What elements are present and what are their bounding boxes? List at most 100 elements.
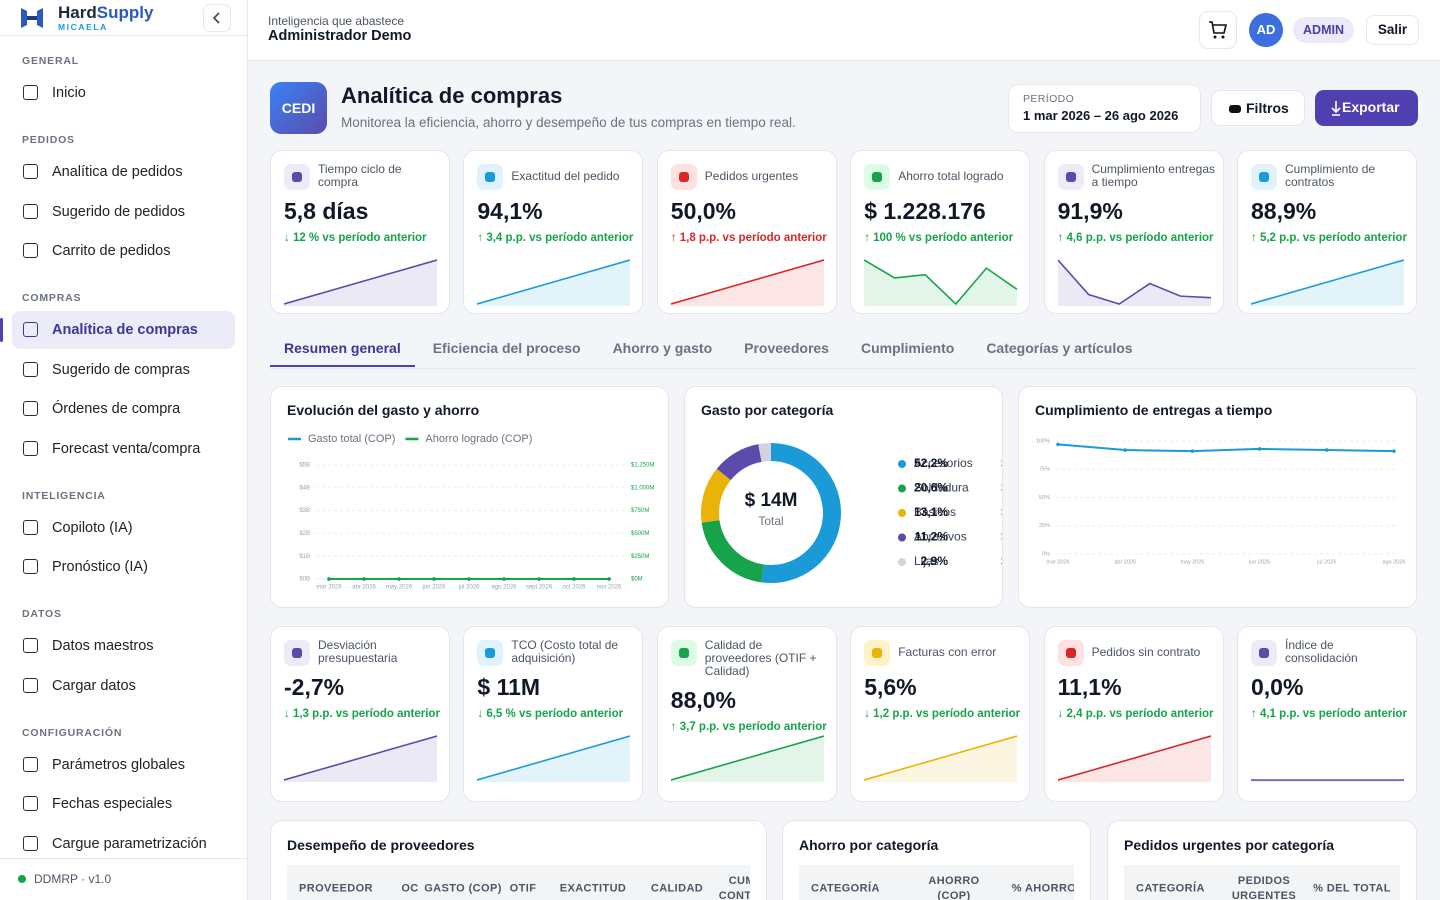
sparkline	[1057, 259, 1211, 306]
nav-item[interactable]: Pronóstico (IA)	[12, 548, 235, 586]
sparkline	[1251, 259, 1404, 306]
nav-label: Analítica de compras	[52, 322, 198, 338]
nav-item[interactable]: Datos maestros	[12, 627, 235, 665]
tab[interactable]: Cumplimiento	[860, 340, 955, 356]
kpi-delta: ↑ 4,1 p.p. vs período anterior	[1251, 708, 1407, 720]
kpi-icon	[477, 640, 504, 666]
y-tick-label: $2B	[299, 531, 310, 537]
export-button[interactable]: Exportar	[1315, 90, 1418, 126]
x-tick-label: nov 2026	[597, 585, 622, 591]
kpi-icon	[1057, 640, 1084, 666]
tab[interactable]: Resumen general	[270, 330, 415, 367]
series-point	[327, 577, 331, 581]
kpi-title: Exactitud del pedido	[511, 169, 620, 183]
y-tick-label: $0B	[299, 577, 310, 583]
column-header: CUMPL. CONTRATO	[718, 875, 750, 900]
x-tick-label: ago 2026	[491, 585, 517, 591]
brand-name: HardSupply	[58, 3, 153, 23]
kpi-card: Pedidos sin contrato 11,1% ↓ 2,4 p.p. vs p…	[1043, 626, 1224, 802]
sparkline-line	[284, 259, 437, 305]
nav-icon	[23, 638, 38, 653]
nav-item[interactable]: Fechas especiales	[12, 785, 235, 823]
sparkline-line	[284, 735, 437, 781]
series-point	[467, 577, 471, 581]
tab[interactable]: Proveedores	[744, 340, 829, 356]
role-badge: ADMIN	[1293, 17, 1354, 43]
donut-segment	[716, 444, 762, 481]
legend-label: Lijas	[914, 554, 939, 568]
nav-label: Sugerido de pedidos	[52, 203, 186, 220]
nav-item[interactable]: Copiloto (IA)	[12, 509, 235, 547]
kpi-value: -2,7%	[284, 674, 345, 700]
kpi-title: Pedidos urgentes	[704, 169, 799, 183]
y2-tick-label: $250M	[631, 554, 649, 560]
nav-item[interactable]: Inicio	[12, 74, 235, 112]
tab[interactable]: Categorías y artículos	[986, 340, 1133, 356]
sparkline-area	[864, 260, 1018, 306]
nav-item[interactable]: Analítica de pedidos	[12, 153, 235, 191]
nav-label: Carrito de pedidos	[52, 243, 171, 259]
y2-tick-label: $500M	[631, 531, 649, 537]
sparkline-line	[670, 735, 824, 781]
kpi-value: 91,9%	[1057, 198, 1123, 224]
logout-button[interactable]: Salir	[1366, 15, 1419, 45]
nav-item[interactable]: Órdenes de compra	[12, 390, 235, 428]
period-picker[interactable]: PERÍODO 1 mar 2026 – 26 ago 2026	[1008, 84, 1201, 133]
x-tick-label: may 2026	[1180, 559, 1204, 565]
kpi-delta: ↑ 5,2 p.p. vs período anterior	[1251, 232, 1407, 244]
collapse-button[interactable]	[203, 4, 231, 32]
kpi-card: Exactitud del pedido 94,1% ↑ 3,4 p.p. vs p…	[463, 150, 644, 314]
kpi-card: Ahorro total logrado $ 1.228.176 ↑ 100 % v…	[850, 150, 1031, 314]
y-tick-label: $3B	[299, 508, 310, 514]
nav-item[interactable]: Forecast venta/compra	[12, 430, 235, 468]
nav-icon	[23, 85, 38, 100]
legend-amount: $ 0M	[1001, 554, 1002, 568]
donut-segment	[758, 443, 772, 462]
section-title: DATOS	[22, 608, 62, 620]
nav-label: Datos maestros	[52, 638, 154, 654]
section-title: INTELIGENCIA	[22, 489, 106, 502]
nav-item[interactable]: Analítica de compras	[12, 311, 235, 349]
nav-icon	[23, 401, 38, 416]
kpi-icon	[477, 164, 504, 190]
nav-icon	[23, 322, 38, 337]
kpi-icon-glyph	[678, 172, 689, 182]
avatar[interactable]: AD	[1249, 13, 1283, 47]
nav-item[interactable]: Parámetros globales	[12, 746, 235, 784]
x-tick-label: ago 2026	[1383, 559, 1406, 565]
nav-item[interactable]: Carrito de pedidos	[12, 232, 235, 270]
kpi-icon-glyph	[1259, 648, 1269, 658]
nav-item[interactable]: Sugerido de compras	[12, 351, 235, 389]
nav-item[interactable]: Cargar datos	[12, 667, 235, 705]
kpi-title: Cumplimiento entregas a tiempo	[1091, 162, 1215, 189]
filters-button[interactable]: Filtros	[1211, 90, 1305, 126]
section-title: GENERAL	[22, 55, 79, 67]
legend-amount: $ 7M	[1001, 456, 1002, 470]
nav-label: Fechas especiales	[52, 796, 173, 812]
y-tick-label: $5B	[299, 463, 310, 469]
kpi-icon-glyph	[1259, 172, 1269, 182]
nav-item[interactable]: Sugerido de pedidos	[12, 193, 235, 231]
column-header: CALIDAD	[650, 882, 704, 895]
kpi-value: 5,8 días	[284, 198, 369, 224]
nav-icon	[23, 519, 38, 535]
kpi-delta: ↑ 4,6 p.p. vs período anterior	[1057, 232, 1214, 244]
chevron-icon	[212, 12, 220, 24]
section-title: CONFIGURACIÓN	[22, 726, 123, 739]
nav-icon	[23, 203, 38, 219]
legend-dot	[898, 460, 906, 468]
nav-item[interactable]: Cargue parametrización	[12, 825, 235, 863]
sidebar: DDMRP · v1.0 HardSupply MICAELA GENERAL Ini…	[0, 0, 248, 900]
kpi-icon	[670, 164, 697, 190]
nav-icon	[23, 677, 38, 693]
kpi-card: Cumplimiento de contratos 88,9% ↑ 5,2 p.p.…	[1237, 150, 1417, 314]
kpi-icon-glyph	[485, 648, 496, 658]
cart-button[interactable]	[1199, 11, 1237, 49]
series-point	[502, 577, 506, 581]
kpi-value: 88,9%	[1251, 198, 1317, 224]
tab[interactable]: Eficiencia del proceso	[432, 340, 581, 356]
sparkline-line	[1251, 259, 1404, 305]
tab[interactable]: Ahorro y gasto	[612, 340, 713, 356]
kpi-delta: ↓ 1,2 p.p. vs período anterior	[864, 708, 1021, 720]
